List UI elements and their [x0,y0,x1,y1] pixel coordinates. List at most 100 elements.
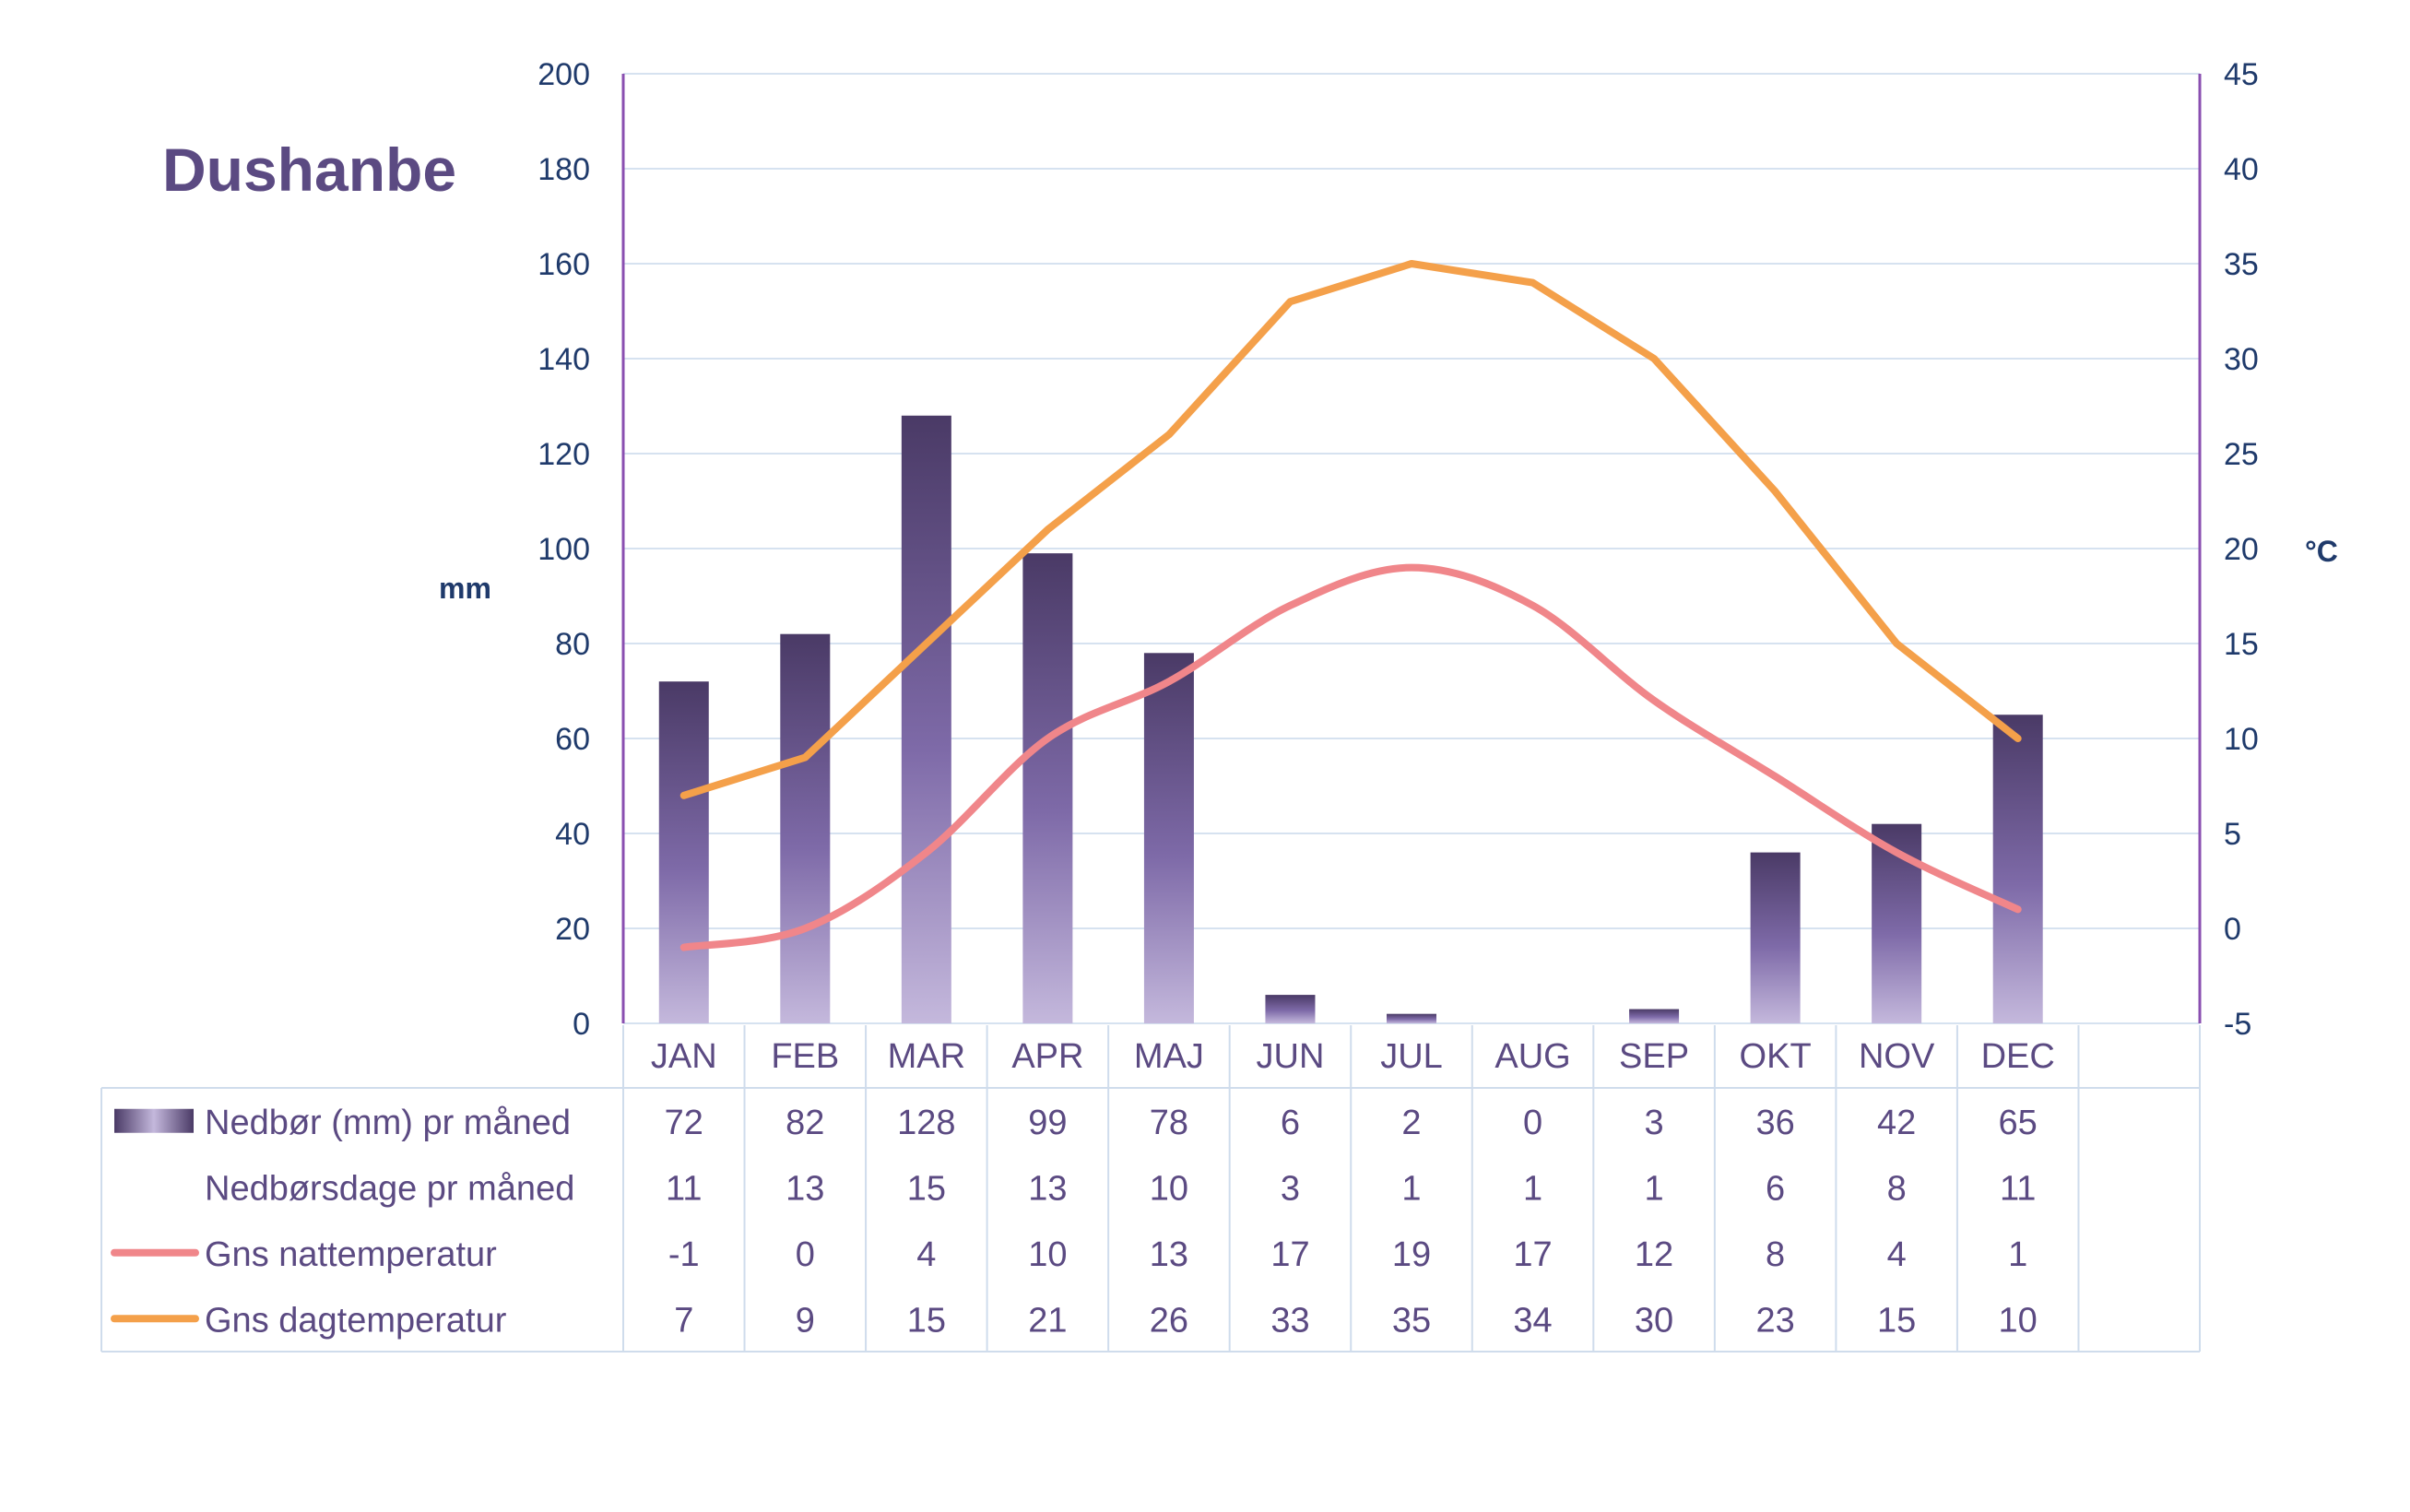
category-label: FEB [771,1037,839,1076]
left-tick-label: 100 [538,532,590,567]
table-cell: 11 [666,1169,702,1208]
table-cell: 6 [1281,1104,1300,1142]
table-cell: 10 [1999,1301,2038,1340]
series-name: Gns nattemperatur [205,1235,497,1274]
table-cell: 13 [786,1169,824,1208]
table-cell: 36 [1755,1104,1794,1142]
tick-labels: 0 20 40 60 80 100 120 140 160 180 200 -5 0 5 10 15 20 25 3… [538,57,2259,1042]
right-tick-label: 35 [2224,247,2259,282]
category-label: JAN [651,1037,717,1076]
category-label: JUN [1257,1037,1325,1076]
precipitation-bar [1992,715,2043,1023]
table-cell: 13 [1028,1169,1067,1208]
left-tick-label: 140 [538,342,590,377]
data-table: JAN FEB MAR APR MAJ JUN JUL AUG SEP OKT NOV DEC Nedb… [100,1025,2201,1353]
table-cell: 2 [1401,1104,1421,1142]
chart-title: Dushanbe [162,136,457,204]
table-cell: 34 [1513,1301,1552,1340]
left-tick-label: 180 [538,152,590,187]
lines [679,260,2022,951]
left-tick-label: 80 [555,627,590,662]
table-cell: 26 [1150,1301,1188,1340]
table-cell: 13 [1150,1235,1188,1274]
right-tick-label: 0 [2224,912,2241,947]
table-cell: 82 [786,1104,824,1142]
precipitation-bar [1143,653,1194,1023]
table-cell: 65 [1999,1104,2038,1142]
category-label: MAR [888,1037,965,1076]
precipitation-bar [1265,995,1316,1023]
table-cell: 7 [674,1301,693,1340]
table-cell: 1 [1523,1169,1542,1208]
right-tick-label: -5 [2224,1007,2251,1042]
table-cell: 15 [1877,1301,1916,1340]
right-tick-label: 25 [2224,437,2259,472]
table-cell: 19 [1392,1235,1431,1274]
precipitation-bar [658,681,709,1023]
table-cell: 128 [897,1104,955,1142]
category-label: SEP [1619,1037,1689,1076]
left-tick-label: 20 [555,912,590,947]
precipitation-bar [901,415,951,1023]
table-cell: 30 [1635,1301,1673,1340]
left-tick-label: 120 [538,437,590,472]
right-tick-label: 10 [2224,722,2259,757]
precipitation-bar [1387,1013,1436,1023]
table-cell: 1 [1645,1169,1664,1208]
series-name: Gns dagtemperatur [205,1301,507,1340]
table-cell: 99 [1028,1104,1067,1142]
table-cell: 72 [665,1104,703,1142]
table-cell: 78 [1150,1104,1188,1142]
left-tick-label: 200 [538,57,590,92]
table-cell: 15 [907,1169,946,1208]
table-cell: 8 [1766,1235,1785,1274]
right-tick-label: 5 [2224,817,2241,852]
table-cell: 23 [1755,1301,1794,1340]
table-cell: 3 [1645,1104,1664,1142]
precipitation-bar [780,633,831,1023]
category-label: JUL [1380,1037,1443,1076]
day-temperature-line [679,260,2022,799]
table-cell: 10 [1028,1235,1067,1274]
table-cell: 6 [1766,1169,1785,1208]
category-label: APR [1011,1037,1083,1076]
table-cell: 9 [796,1301,815,1340]
table-cell: 0 [796,1235,815,1274]
right-tick-label: 20 [2224,532,2259,567]
table-cell: 11 [2000,1169,2036,1208]
legend-key-precipitation [114,1108,194,1133]
axes [621,74,2202,1023]
table-cell: 12 [1635,1235,1673,1274]
table-cell: -1 [668,1235,700,1274]
table-cell: 4 [916,1235,936,1274]
table-cell: 8 [1887,1169,1907,1208]
right-tick-label: 45 [2224,57,2259,92]
table-cell: 33 [1270,1301,1309,1340]
table-cell: 10 [1150,1169,1188,1208]
table-cell: 0 [1523,1104,1542,1142]
left-tick-label: 60 [555,722,590,757]
right-tick-label: 40 [2224,152,2259,187]
precipitation-bar [1022,553,1073,1023]
table-cell: 3 [1281,1169,1300,1208]
category-label: AUG [1494,1037,1570,1076]
precipitation-bar [1629,1009,1680,1023]
precipitation-bar [1750,852,1801,1023]
table-cell: 1 [2008,1235,2027,1274]
bars [658,415,2043,1023]
table-cell: 17 [1513,1235,1552,1274]
table-cell: 4 [1887,1235,1907,1274]
left-axis-label: mm [439,572,491,605]
table-cell: 1 [1401,1169,1421,1208]
right-tick-label: 15 [2224,627,2259,662]
right-axis-label: °C [2305,535,2338,568]
table-cell: 35 [1392,1301,1431,1340]
table-cell: 17 [1270,1235,1309,1274]
left-tick-label: 0 [573,1007,590,1042]
category-label: NOV [1859,1037,1935,1076]
category-label: OKT [1740,1037,1812,1076]
category-label: MAJ [1134,1037,1204,1076]
left-tick-label: 160 [538,247,590,282]
table-cell: 42 [1877,1104,1916,1142]
